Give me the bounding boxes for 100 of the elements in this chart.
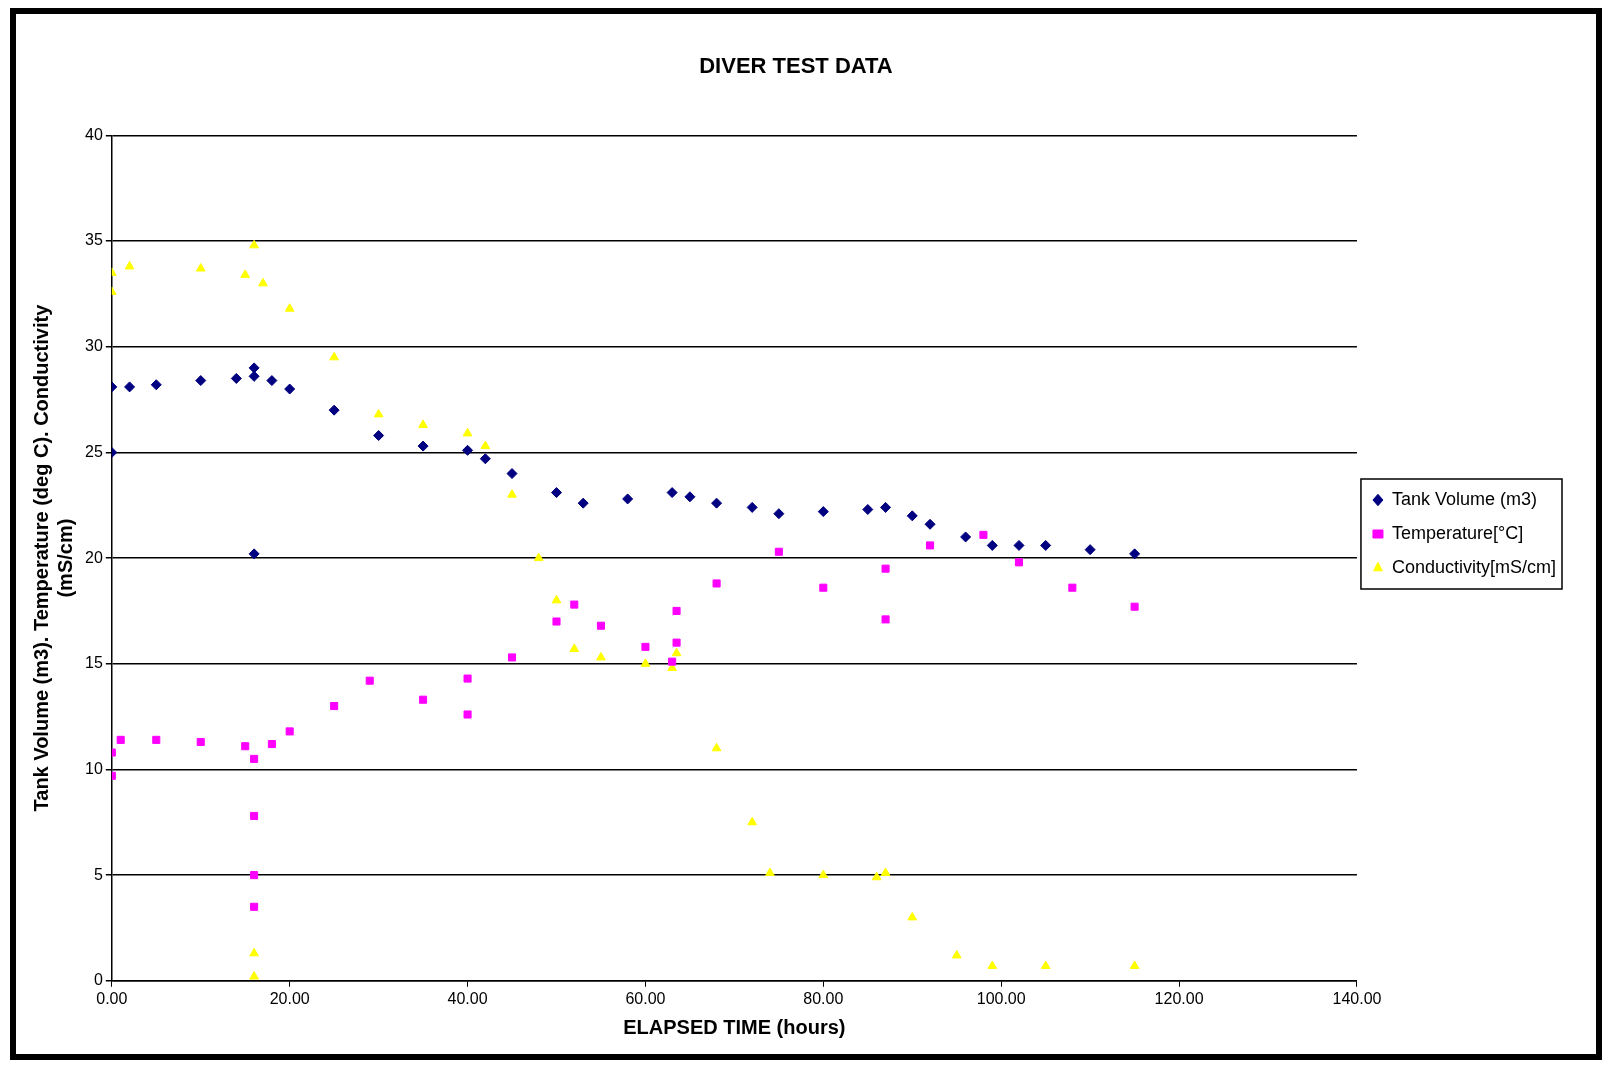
point [195, 375, 207, 387]
point [1068, 583, 1077, 592]
point [668, 657, 677, 666]
point [666, 487, 678, 499]
point [880, 501, 892, 513]
x-tick-label: 40.00 [447, 989, 488, 1007]
x-tick-label: 60.00 [625, 989, 666, 1007]
point [881, 615, 890, 624]
point [330, 702, 339, 711]
point [250, 871, 259, 880]
x-axis-title: ELAPSED TIME (hours) [623, 1015, 846, 1038]
point [906, 510, 918, 522]
point [373, 430, 385, 442]
point [480, 440, 491, 450]
y-tick-label: 20 [85, 548, 103, 566]
chart-title: DIVER TEST DATA [699, 53, 893, 79]
point [862, 503, 874, 515]
y-tick-label: 40 [85, 125, 103, 143]
point [552, 617, 561, 626]
point [267, 740, 276, 749]
point [507, 489, 517, 498]
x-tick-label: 120.00 [1154, 989, 1204, 1007]
y-tick-label: 5 [93, 865, 103, 883]
point [463, 710, 472, 719]
point [596, 651, 606, 661]
point [1014, 558, 1024, 567]
point [1040, 539, 1052, 551]
x-tick-label: 80.00 [803, 989, 844, 1007]
point [230, 372, 242, 384]
point [124, 381, 136, 393]
point [979, 530, 988, 539]
point [881, 564, 890, 573]
point [773, 508, 785, 520]
point [373, 408, 384, 418]
point [907, 911, 918, 921]
point [951, 949, 962, 959]
point [196, 737, 205, 747]
point [284, 303, 295, 312]
point [1040, 960, 1051, 970]
point [507, 653, 517, 662]
point [622, 493, 634, 505]
x-tick-label: 0.00 [96, 989, 128, 1007]
point [747, 816, 757, 826]
point [249, 239, 259, 249]
point [248, 362, 260, 374]
point [249, 971, 259, 980]
legend-label: Tank Volume (m3) [1391, 488, 1538, 509]
y-axis-title: Tank Volume (m3). Temperature (deg C). Conductivity (mS/cm) [29, 303, 76, 812]
point [746, 501, 758, 513]
x-tick-label: 100.00 [976, 989, 1026, 1007]
point [711, 497, 723, 509]
point [986, 539, 998, 551]
point [987, 960, 998, 970]
y-tick-label: 10 [85, 759, 103, 777]
point [195, 263, 206, 272]
point [765, 867, 775, 877]
point [818, 869, 829, 879]
point [672, 638, 681, 647]
point [570, 600, 579, 609]
point [479, 453, 491, 465]
y-tick-label: 35 [85, 231, 103, 249]
point [463, 674, 472, 683]
point [250, 811, 259, 820]
point [551, 487, 562, 499]
legend-label: Temperature[°C] [1391, 522, 1524, 543]
point [1013, 539, 1025, 551]
point [672, 606, 681, 615]
y-tick-label: 30 [85, 337, 103, 355]
point [1084, 544, 1096, 556]
point [419, 695, 428, 704]
y-tick-label: 0 [93, 971, 103, 989]
point [880, 867, 891, 877]
point [258, 277, 268, 287]
y-tick-label: 25 [85, 442, 103, 460]
point [116, 735, 125, 744]
legend-label: Conductivity[mS/cm] [1391, 556, 1557, 577]
point [250, 754, 259, 763]
point [640, 658, 651, 667]
point [124, 260, 135, 270]
point [285, 727, 294, 736]
point [152, 735, 161, 744]
point [249, 947, 259, 957]
point [1130, 602, 1139, 611]
y-tick-label: 15 [85, 654, 103, 672]
point [871, 871, 882, 881]
point [924, 518, 936, 530]
point [596, 621, 605, 630]
point [960, 531, 972, 543]
point [774, 547, 783, 556]
x-tick-label: 20.00 [269, 989, 310, 1007]
point [1129, 960, 1140, 970]
point [641, 642, 650, 651]
point [365, 676, 374, 685]
point [926, 541, 935, 550]
point [533, 552, 544, 562]
point [329, 351, 339, 361]
point [417, 440, 429, 452]
point [462, 444, 474, 456]
point [506, 468, 518, 480]
point [684, 491, 696, 503]
